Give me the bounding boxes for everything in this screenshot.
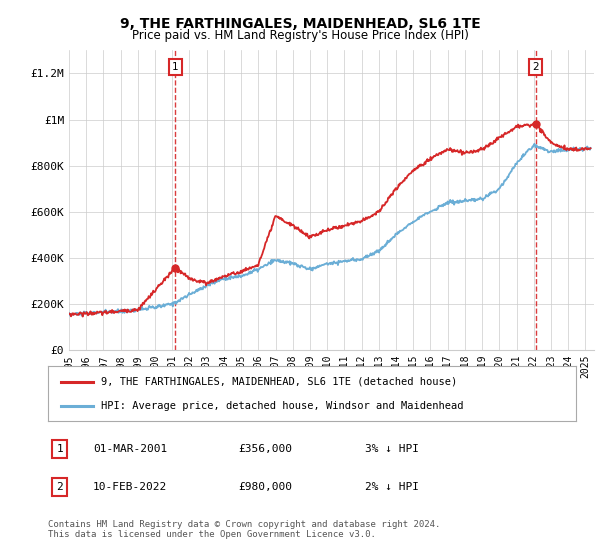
Text: 1: 1	[56, 444, 63, 454]
Text: Contains HM Land Registry data © Crown copyright and database right 2024.
This d: Contains HM Land Registry data © Crown c…	[48, 520, 440, 539]
Text: 1: 1	[172, 62, 179, 72]
Text: 9, THE FARTHINGALES, MAIDENHEAD, SL6 1TE: 9, THE FARTHINGALES, MAIDENHEAD, SL6 1TE	[119, 17, 481, 31]
Text: 2: 2	[56, 482, 63, 492]
Text: £356,000: £356,000	[238, 444, 292, 454]
Text: Price paid vs. HM Land Registry's House Price Index (HPI): Price paid vs. HM Land Registry's House …	[131, 29, 469, 42]
Text: 9, THE FARTHINGALES, MAIDENHEAD, SL6 1TE (detached house): 9, THE FARTHINGALES, MAIDENHEAD, SL6 1TE…	[101, 377, 457, 386]
Text: 10-FEB-2022: 10-FEB-2022	[93, 482, 167, 492]
Text: 2: 2	[533, 62, 539, 72]
Text: 3% ↓ HPI: 3% ↓ HPI	[365, 444, 419, 454]
Text: 01-MAR-2001: 01-MAR-2001	[93, 444, 167, 454]
Text: 2% ↓ HPI: 2% ↓ HPI	[365, 482, 419, 492]
Text: £980,000: £980,000	[238, 482, 292, 492]
Text: HPI: Average price, detached house, Windsor and Maidenhead: HPI: Average price, detached house, Wind…	[101, 401, 463, 410]
